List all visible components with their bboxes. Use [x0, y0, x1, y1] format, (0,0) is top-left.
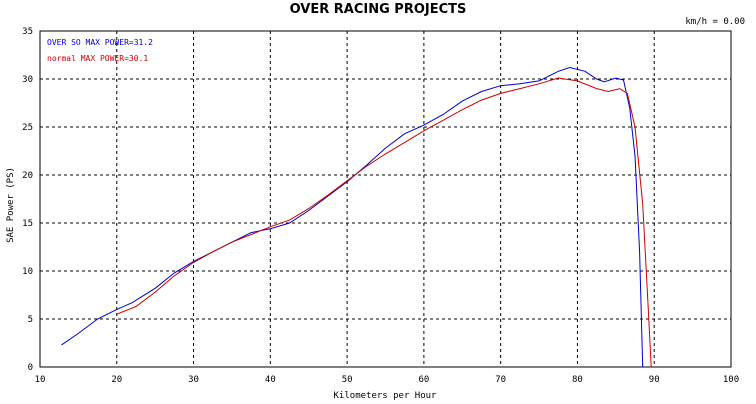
plot-frame: [39, 30, 732, 368]
y-tick-label: 30: [22, 75, 33, 85]
series-line-normal: [116, 77, 652, 368]
y-tick-label: 25: [22, 123, 33, 133]
x-tick-label: 80: [572, 375, 583, 385]
x-tick-label: 30: [188, 375, 199, 385]
legend-entry-over-so: OVER SO MAX POWER=31.2: [47, 38, 153, 47]
y-tick-label: 10: [22, 267, 33, 277]
x-tick-label: 100: [723, 375, 739, 385]
speed-readout: km/h = 0.00: [685, 17, 745, 27]
x-tick-label: 90: [649, 375, 660, 385]
x-tick-label: 70: [495, 375, 506, 385]
y-tick-label: 5: [28, 315, 33, 325]
legend-entry-normal: normal MAX POWER=30.1: [47, 54, 148, 63]
x-tick-label: 20: [111, 375, 122, 385]
x-tick-label: 60: [418, 375, 429, 385]
legend: OVER SO MAX POWER=31.2 normal MAX POWER=…: [47, 38, 153, 63]
x-tick-label: 10: [35, 375, 46, 385]
y-tick-label: 15: [22, 219, 33, 229]
grid: [40, 31, 731, 367]
series-lines: [61, 66, 652, 368]
y-axis-label: SAE Power (PS): [6, 167, 16, 243]
chart-title: OVER RACING PROJECTS: [290, 2, 467, 17]
x-tick-label: 40: [265, 375, 276, 385]
y-axis-ticks: 0 5 10 15 20 25 30 35: [22, 27, 33, 373]
x-axis-ticks: 10 20 30 40 50 60 70 80 90 100: [35, 375, 740, 385]
x-tick-label: 50: [342, 375, 353, 385]
y-tick-label: 0: [28, 363, 33, 373]
x-axis-label: Kilometers per Hour: [334, 391, 438, 401]
series-line-over-so: [61, 66, 644, 368]
y-tick-label: 20: [22, 171, 33, 181]
y-tick-label: 35: [22, 27, 33, 37]
